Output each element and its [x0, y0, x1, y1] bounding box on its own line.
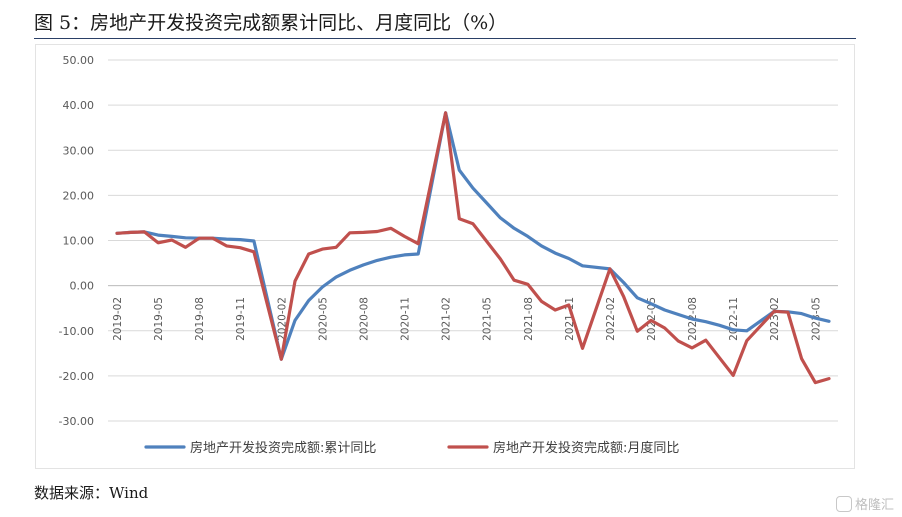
title-divider — [34, 38, 856, 39]
x-tick-label: 2020-11 — [400, 297, 412, 341]
watermark: 格隆汇 — [835, 494, 894, 513]
y-tick-label: -30.00 — [59, 415, 94, 428]
series-line-2 — [115, 111, 831, 385]
x-axis: 2019-02 2019-05 2019-08 2019-11 2020-02 2020-… — [112, 297, 822, 341]
y-tick-label: 50.00 — [63, 54, 95, 67]
x-tick-label: 2020-08 — [358, 297, 370, 341]
y-axis: 50.00 40.00 30.00 20.00 10.00 0.00 -10.00 -20.0… — [59, 54, 94, 428]
legend-label: 房地产开发投资完成额:累计同比 — [190, 440, 376, 456]
x-tick-label: 2022-05 — [646, 297, 658, 341]
y-tick-label: 0.00 — [70, 280, 95, 293]
x-tick-label: 2021-08 — [523, 297, 535, 341]
x-tick-label: 2022-11 — [728, 297, 740, 341]
x-tick-label: 2021-05 — [482, 297, 494, 341]
x-tick-label: 2019-11 — [235, 297, 247, 341]
x-tick-label: 2019-05 — [153, 297, 165, 341]
series-layer — [115, 111, 831, 385]
y-tick-label: -20.00 — [59, 370, 94, 383]
legend: 房地产开发投资完成额:累计同比 房地产开发投资完成额:月度同比 — [144, 440, 679, 456]
x-tick-label: 2023-02 — [769, 297, 781, 341]
source-note: 数据来源：Wind — [34, 484, 149, 502]
x-tick-label: 2021-11 — [564, 297, 576, 341]
figure-title: 图 5：房地产开发投资完成额累计同比、月度同比（%） — [34, 12, 508, 34]
gelonghui-logo-icon — [835, 495, 852, 512]
y-tick-label: 40.00 — [63, 99, 95, 112]
chart-frame — [35, 44, 855, 469]
y-tick-label: 20.00 — [63, 189, 95, 202]
watermark-text: 格隆汇 — [854, 498, 894, 513]
x-tick-label: 2019-02 — [112, 297, 124, 341]
y-tick-label: 10.00 — [63, 235, 95, 248]
legend-label: 房地产开发投资完成额:月度同比 — [493, 440, 679, 456]
x-tick-label: 2019-08 — [194, 297, 206, 341]
grid-layer — [108, 59, 838, 422]
x-tick-label: 2020-05 — [317, 297, 329, 341]
series-line-1 — [115, 111, 831, 361]
y-tick-label: -10.00 — [59, 325, 94, 338]
x-tick-label: 2022-02 — [605, 297, 617, 341]
x-tick-label: 2021-02 — [441, 297, 453, 341]
y-tick-label: 30.00 — [63, 144, 95, 157]
